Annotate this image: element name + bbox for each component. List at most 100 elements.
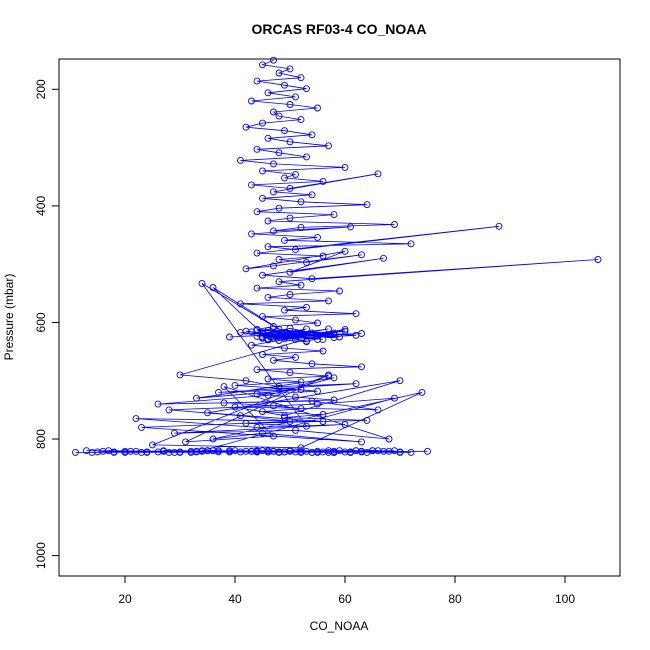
data-point [297, 444, 305, 452]
data-point [242, 447, 250, 455]
data-point [292, 353, 299, 361]
data-point [352, 380, 360, 388]
data-point [314, 387, 321, 395]
data-point [237, 300, 244, 308]
data-point [391, 447, 398, 455]
data-point [286, 369, 294, 377]
data-point [193, 448, 200, 456]
data-point [314, 332, 321, 340]
data-point [358, 363, 365, 371]
data-point [187, 447, 195, 455]
data-point [165, 406, 173, 414]
data-point [292, 393, 299, 401]
data-point [341, 421, 349, 428]
data-point [72, 448, 79, 456]
x-tick-label: 20 [118, 592, 132, 606]
data-point [358, 448, 365, 456]
data-point [259, 271, 266, 279]
data-point [275, 383, 283, 391]
y-axis: 200 400 600 800 1000 [34, 79, 60, 569]
data-point [220, 383, 228, 391]
data-point [314, 400, 321, 408]
data-point [253, 145, 261, 153]
data-point [286, 418, 294, 425]
data-point [270, 56, 277, 64]
data-point [275, 69, 283, 77]
data-point [308, 275, 316, 283]
data-point [105, 447, 112, 455]
data-point [149, 441, 156, 449]
data-point [237, 412, 244, 420]
data-point [253, 326, 261, 334]
data-point [325, 325, 332, 333]
data-point [171, 448, 178, 456]
data-point [352, 310, 360, 318]
data-point [297, 386, 305, 393]
data-point [325, 297, 332, 305]
plot-frame [58, 58, 621, 577]
data-point [281, 448, 288, 456]
data-point [303, 153, 310, 161]
data-point [193, 394, 200, 402]
data-point [259, 429, 266, 437]
data-point [330, 211, 338, 219]
data-point [253, 366, 261, 374]
data-point [319, 411, 327, 418]
data-point [286, 214, 294, 222]
data-point [418, 388, 426, 396]
data-point [198, 447, 206, 455]
data-point [253, 249, 261, 257]
data-point [292, 246, 299, 254]
data-point [248, 447, 255, 455]
data-point [286, 332, 294, 340]
data-point [380, 254, 387, 262]
data-point [330, 448, 338, 456]
data-point [286, 291, 294, 298]
data-point [209, 284, 217, 291]
data-point [319, 335, 327, 343]
data-point [270, 447, 277, 455]
x-tick-label: 80 [448, 592, 462, 606]
data-point [198, 279, 206, 287]
data-point [270, 227, 277, 235]
data-point [176, 371, 184, 379]
data-point [303, 258, 310, 266]
data-point [209, 435, 217, 443]
data-point [495, 222, 503, 230]
data-point [264, 217, 272, 225]
data-point [270, 188, 277, 196]
data-point [270, 262, 277, 270]
data-point [94, 448, 101, 456]
data-point [292, 170, 299, 178]
data-point [281, 412, 288, 420]
data-point [424, 447, 431, 455]
data-point [407, 240, 415, 248]
x-axis-label: CO_NOAA [310, 619, 369, 633]
data-point [385, 447, 393, 455]
data-point [231, 403, 239, 411]
x-tick-label: 40 [228, 592, 242, 606]
data-point [259, 194, 266, 202]
data-point [407, 448, 415, 456]
data-point [347, 223, 354, 231]
data-point [297, 74, 305, 82]
y-tick-label: 200 [34, 79, 48, 99]
data-point [281, 414, 288, 421]
data-point [264, 89, 272, 97]
data-point [314, 447, 321, 455]
data-point [248, 341, 255, 349]
y-tick-label: 800 [34, 429, 48, 449]
data-point [336, 287, 343, 295]
y-axis-label: Pressure (mbar) [2, 274, 16, 361]
data-point [391, 221, 398, 228]
data-point [264, 293, 272, 301]
data-point [209, 447, 217, 455]
data-point [297, 405, 305, 413]
data-point [281, 328, 288, 336]
x-tick-label: 60 [338, 592, 352, 606]
data-point [264, 243, 272, 251]
data-point [391, 394, 398, 402]
data-point [341, 327, 349, 335]
data-point [292, 335, 299, 343]
data-point [264, 134, 272, 142]
